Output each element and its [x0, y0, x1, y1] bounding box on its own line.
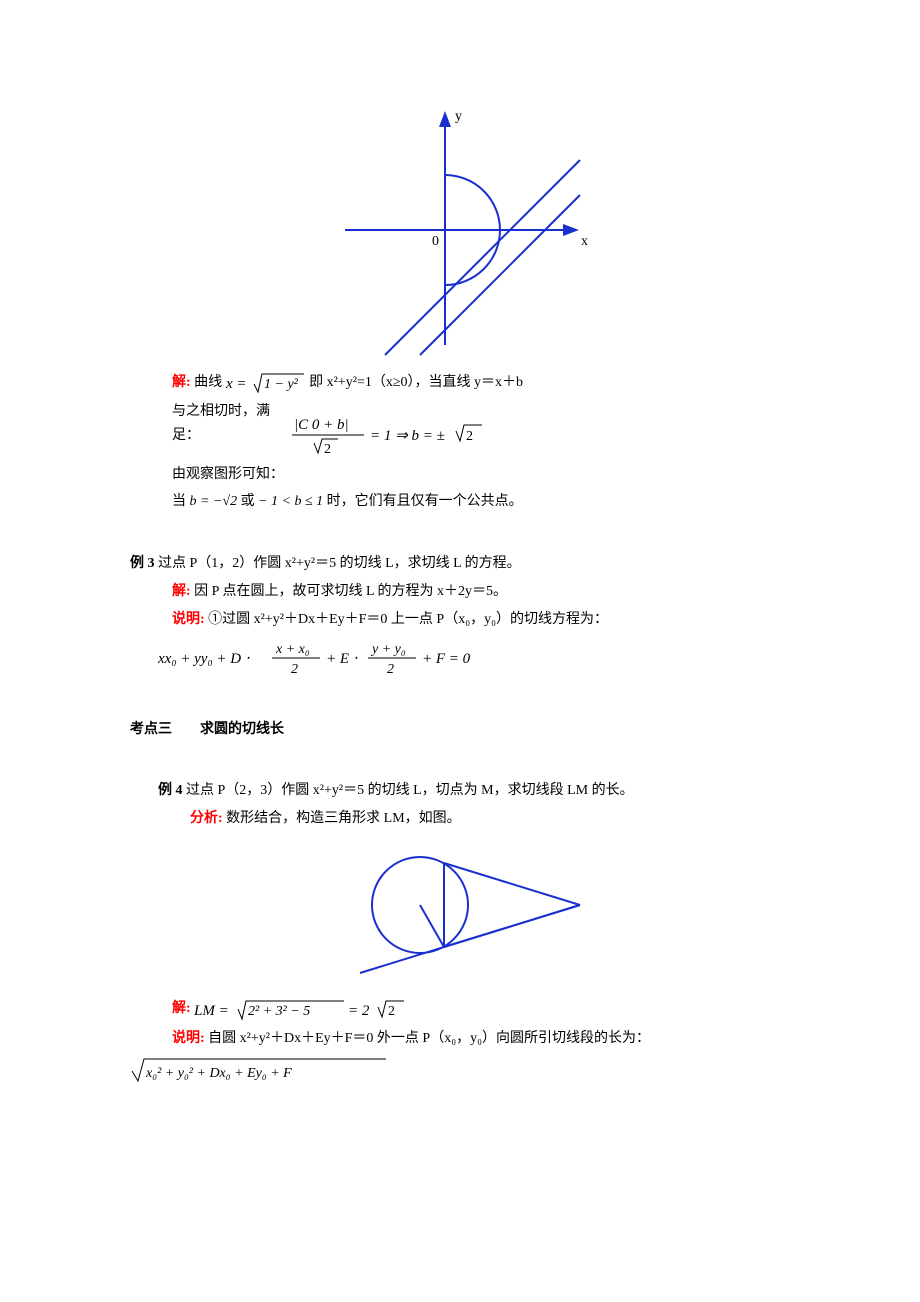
sol2-line3: 由观察图形可知： — [130, 463, 790, 487]
ex4-note: 自圆 x²+y²＋Dx＋Ey＋F＝0 外一点 P（x₀，y₀）向圆所引切线段的长… — [208, 1031, 650, 1046]
section3-title: 考点三 求圆的切线长 — [130, 718, 790, 742]
sol2-eq: 与之相切时，满足： |C 0 + b| 2 = 1 ⇒ b = ± 2 — [130, 400, 790, 459]
text: 即 x²+y²=1（x≥0），当直线 y＝x＋b — [309, 375, 523, 390]
svg-text:LM =: LM = — [194, 1003, 229, 1019]
origin-label: 0 — [432, 234, 439, 249]
svg-text:|C 0 + b|: |C 0 + b| — [294, 417, 349, 433]
sol2-line4: 当 b = −√2 或 − 1 < b ≤ 1 时，它们有且仅有一个公共点。 — [130, 490, 790, 514]
svg-text:x₀² + y₀² + Dx₀ + Ey₀ + F: x₀² + y₀² + Dx₀ + Ey₀ + F — [145, 1066, 292, 1081]
text: 当 — [172, 494, 190, 509]
ex3-note: ①过圆 x²+y²＋Dx＋Ey＋F＝0 上一点 P（x₀，y₀）的切线方程为： — [208, 612, 608, 627]
text: 与之相切时，满足： — [172, 400, 282, 448]
svg-text:xx₀ + yy₀ + D ⋅: xx₀ + yy₀ + D ⋅ — [158, 651, 250, 667]
ex3-sol: 因 P 点在圆上，故可求切线 L 的方程为 x＋2y＝5。 — [194, 584, 507, 599]
solution-label: 解: — [172, 1001, 191, 1016]
svg-text:2: 2 — [324, 442, 331, 457]
ex4-ana: 数形结合，构造三角形求 LM，如图。 — [226, 811, 461, 826]
diagram-coordinate: 0 x y — [325, 100, 595, 360]
svg-text:1 − y²: 1 − y² — [264, 377, 299, 392]
svg-text:2: 2 — [291, 662, 298, 677]
figure-1: 0 x y — [130, 100, 790, 360]
ex3-note-line: 说明: ①过圆 x²+y²＋Dx＋Ey＋F＝0 上一点 P（x₀，y₀）的切线方… — [130, 608, 790, 632]
text: 或 — [241, 494, 259, 509]
text: b = −√2 — [190, 494, 238, 509]
svg-text:2: 2 — [388, 1004, 395, 1019]
svg-text:+ E ⋅: + E ⋅ — [326, 651, 358, 667]
svg-text:+ F = 0: + F = 0 — [422, 651, 471, 667]
ex3-eq: xx₀ + yy₀ + D ⋅ x + x₀ 2 + E ⋅ y + y₀ 2 … — [130, 638, 790, 678]
svg-text:2: 2 — [466, 429, 473, 444]
ex3-title: 例 3 — [130, 556, 155, 571]
x-axis-label: x — [581, 234, 588, 249]
figure-2 — [130, 835, 790, 985]
svg-text:2: 2 — [387, 662, 394, 677]
ex4-title-line: 例 4 过点 P（2，3）作圆 x²+y²＝5 的切线 L，切点为 M，求切线段… — [130, 779, 790, 803]
eq-curve: x = 1 − y² — [226, 370, 306, 396]
y-axis-label: y — [455, 109, 462, 124]
note-label: 说明: — [172, 612, 205, 627]
svg-text:2² + 3² − 5: 2² + 3² − 5 — [248, 1004, 310, 1019]
solution-label: 解: — [172, 375, 191, 390]
ex4-title: 例 4 — [158, 783, 183, 798]
svg-text:= 1 ⇒ b = ±: = 1 ⇒ b = ± — [370, 428, 445, 444]
text: 时，它们有且仅有一个公共点。 — [327, 494, 523, 509]
solution-label: 解: — [172, 584, 191, 599]
ex3-sol-line: 解: 因 P 点在圆上，故可求切线 L 的方程为 x＋2y＝5。 — [130, 580, 790, 604]
ex3-title-line: 例 3 过点 P（1，2）作圆 x²+y²＝5 的切线 L，求切线 L 的方程。 — [130, 552, 790, 576]
note-label: 说明: — [172, 1031, 205, 1046]
eq-tangent-cond: |C 0 + b| 2 = 1 ⇒ b = ± 2 — [286, 413, 496, 459]
text: − 1 < b ≤ 1 — [258, 494, 323, 509]
ex4-ana-line: 分析: 数形结合，构造三角形求 LM，如图。 — [130, 807, 790, 831]
sol2-line1: 解: 曲线 x = 1 − y² 即 x²+y²=1（x≥0），当直线 y＝x＋… — [130, 370, 790, 396]
svg-text:x =: x = — [226, 376, 247, 392]
ex4-sol-line: 解: LM = 2² + 3² − 5 = 2 2 — [130, 995, 790, 1023]
diagram-tangent — [320, 835, 600, 985]
analysis-label: 分析: — [190, 811, 223, 826]
text: 曲线 — [194, 375, 222, 390]
ex4-note-line: 说明: 自圆 x²+y²＋Dx＋Ey＋F＝0 外一点 P（x₀，y₀）向圆所引切… — [130, 1027, 790, 1051]
ex4-stmt: 过点 P（2，3）作圆 x²+y²＝5 的切线 L，切点为 M，求切线段 LM … — [186, 783, 634, 798]
ex4-final-eq: x₀² + y₀² + Dx₀ + Ey₀ + F — [130, 1055, 790, 1085]
svg-text:x + x₀: x + x₀ — [275, 642, 310, 657]
ex3-stmt: 过点 P（1，2）作圆 x²+y²＝5 的切线 L，求切线 L 的方程。 — [158, 556, 521, 571]
ex4-sol-eq: LM = 2² + 3² − 5 = 2 2 — [194, 995, 414, 1023]
svg-text:y + y₀: y + y₀ — [370, 642, 406, 657]
svg-text:= 2: = 2 — [348, 1003, 370, 1019]
